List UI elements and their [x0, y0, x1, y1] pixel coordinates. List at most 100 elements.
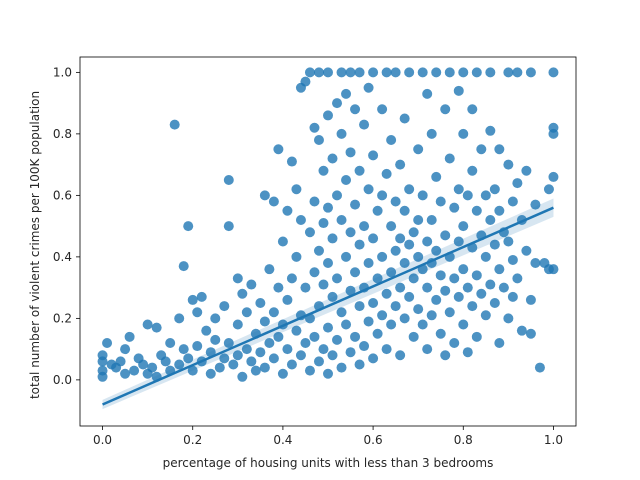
data-point: [323, 67, 333, 78]
data-point: [304, 365, 315, 376]
data-point: [241, 307, 252, 318]
data-point: [431, 245, 442, 256]
data-point: [178, 344, 189, 355]
data-point: [205, 347, 216, 358]
data-point: [404, 291, 415, 302]
data-point: [408, 331, 419, 342]
data-point: [503, 159, 514, 170]
x-tick-label: 0.6: [364, 433, 383, 447]
data-point: [129, 365, 140, 376]
data-point: [304, 67, 315, 78]
data-point: [458, 221, 469, 232]
data-point: [97, 356, 108, 367]
data-point: [516, 325, 527, 336]
data-point: [426, 128, 437, 139]
data-point: [521, 165, 532, 176]
data-point: [458, 67, 469, 78]
y-axis-label: total number of violent crimes per 100K …: [28, 91, 42, 399]
data-point: [498, 282, 509, 293]
data-point: [350, 331, 361, 342]
data-point: [219, 353, 230, 364]
data-point: [512, 67, 523, 78]
data-point: [422, 88, 433, 99]
data-point: [165, 337, 176, 348]
data-point: [471, 67, 482, 78]
data-point: [503, 67, 514, 78]
data-point: [440, 230, 451, 241]
data-point: [268, 353, 279, 364]
data-point: [210, 313, 221, 324]
y-tick-label: 0.2: [53, 311, 72, 325]
data-point: [458, 319, 469, 330]
data-point: [390, 196, 401, 207]
data-point: [363, 316, 374, 327]
data-point: [327, 350, 338, 361]
data-point: [115, 356, 126, 367]
data-point: [273, 282, 284, 293]
data-point: [422, 236, 433, 247]
regression-line: [102, 206, 554, 406]
data-point: [431, 171, 442, 182]
data-point: [467, 165, 478, 176]
data-point: [512, 273, 523, 284]
data-point: [435, 196, 446, 207]
data-point: [377, 104, 388, 115]
data-point: [494, 337, 505, 348]
x-tick-label: 0.2: [183, 433, 202, 447]
data-point: [232, 350, 243, 361]
data-point: [467, 301, 478, 312]
data-point: [214, 362, 225, 373]
data-point: [363, 184, 374, 195]
data-point: [178, 261, 189, 272]
data-point: [354, 165, 365, 176]
data-point: [291, 184, 302, 195]
data-point: [395, 350, 406, 361]
data-point: [408, 227, 419, 238]
data-point: [395, 282, 406, 293]
data-point: [183, 353, 194, 364]
data-point: [471, 205, 482, 216]
data-point: [377, 310, 388, 321]
data-point: [372, 273, 383, 284]
data-point: [489, 298, 500, 308]
data-point: [453, 85, 464, 96]
data-point: [97, 371, 108, 382]
data-point: [354, 301, 365, 312]
data-point: [291, 251, 302, 262]
data-point: [485, 67, 496, 78]
data-point: [494, 205, 505, 216]
data-point: [327, 233, 338, 244]
data-point: [512, 178, 523, 189]
data-point: [413, 251, 424, 262]
y-tick-label: 0.0: [53, 373, 72, 387]
data-point: [341, 251, 352, 262]
data-point: [313, 356, 324, 367]
data-point: [237, 371, 248, 382]
data-point: [548, 128, 559, 139]
data-point: [192, 341, 203, 352]
data-point: [377, 251, 388, 262]
data-point: [223, 337, 234, 348]
data-point: [327, 153, 338, 164]
data-point: [277, 236, 288, 247]
data-point: [304, 227, 315, 238]
data-point: [458, 128, 469, 139]
data-point: [426, 310, 437, 321]
data-point: [268, 196, 279, 207]
data-point: [381, 168, 392, 179]
x-tick-label: 0.0: [93, 433, 112, 447]
data-point: [318, 344, 329, 355]
data-point: [273, 331, 284, 342]
data-point: [323, 322, 333, 333]
data-point: [223, 221, 234, 232]
y-tick-label: 0.4: [53, 250, 72, 264]
data-point: [395, 159, 406, 170]
y-tick-label: 0.6: [53, 188, 72, 202]
data-point: [323, 368, 333, 379]
data-point: [494, 144, 505, 155]
data-point: [386, 267, 397, 278]
data-point: [381, 344, 392, 355]
data-point: [440, 350, 451, 361]
data-point: [476, 288, 487, 299]
